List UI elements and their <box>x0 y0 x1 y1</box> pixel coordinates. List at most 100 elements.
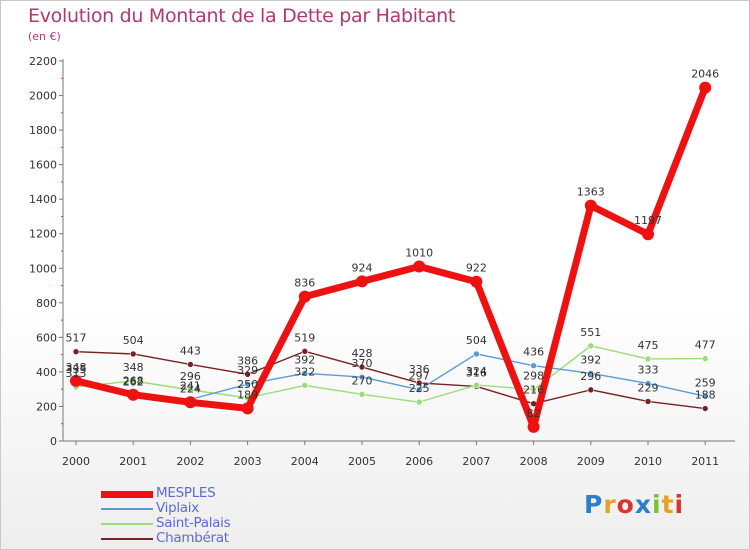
legend-label: Viplaix <box>156 500 199 516</box>
data-label: 836 <box>294 277 315 290</box>
data-point <box>701 392 709 400</box>
data-label: 386 <box>237 354 258 367</box>
data-label: 241 <box>180 379 201 392</box>
data-label: 443 <box>180 344 201 357</box>
chart-subtitle: (en €) <box>28 30 61 43</box>
x-tick-label: 2002 <box>176 455 204 468</box>
data-point <box>701 405 709 412</box>
x-tick-label: 2006 <box>405 455 433 468</box>
logo-letter: P <box>584 490 604 519</box>
data-label: 370 <box>352 357 373 370</box>
series-line-mesples <box>72 84 709 431</box>
data-label: 477 <box>695 339 716 352</box>
y-tick-label: 1400 <box>29 193 57 206</box>
data-label: 519 <box>294 331 315 344</box>
data-label: 348 <box>123 361 144 374</box>
data-point <box>587 369 595 377</box>
logo-letter: o <box>616 490 635 519</box>
legend-label: MESPLES <box>156 485 216 501</box>
data-label: 329 <box>237 364 258 377</box>
data-point <box>70 374 82 387</box>
data-point <box>699 81 712 94</box>
data-point <box>187 386 194 394</box>
data-label: 270 <box>352 374 373 387</box>
data-label: 335 <box>66 363 87 376</box>
legend-item: MESPLES <box>101 485 361 501</box>
legend-item: Chambérat <box>101 530 361 546</box>
x-tick-label: 2009 <box>577 455 605 468</box>
data-label: 250 <box>237 378 258 391</box>
logo-letter: x <box>634 490 652 519</box>
data-point <box>415 386 423 394</box>
y-tick-label: 1600 <box>29 159 57 172</box>
data-point <box>127 388 140 401</box>
data-label: 504 <box>123 334 144 347</box>
data-point <box>527 420 540 433</box>
data-point <box>358 391 366 398</box>
data-point <box>415 379 423 387</box>
y-tick-label: 1000 <box>29 262 57 275</box>
data-point <box>129 377 137 385</box>
legend-swatch <box>101 508 153 510</box>
data-point <box>301 348 309 355</box>
data-label: 225 <box>409 382 430 395</box>
logo-letter: t <box>661 490 675 519</box>
series-line-saint-palais <box>75 345 706 403</box>
data-point <box>587 386 595 394</box>
data-label: 1197 <box>634 214 662 227</box>
x-tick-label: 2008 <box>520 455 548 468</box>
logo-letter: r <box>603 490 617 519</box>
y-tick-label: 800 <box>36 297 57 310</box>
legend-item: Viplaix <box>101 500 361 516</box>
data-label: 296 <box>580 370 601 383</box>
data-label: 475 <box>638 339 659 352</box>
legend-label: Chambérat <box>156 530 229 546</box>
data-label: 296 <box>180 370 201 383</box>
data-point <box>358 363 366 371</box>
data-label: 551 <box>580 326 601 339</box>
legend-swatch <box>101 523 153 525</box>
data-point <box>356 275 368 288</box>
x-tick-label: 2000 <box>62 455 90 468</box>
x-tick-label: 2005 <box>348 455 376 468</box>
data-label: 82 <box>527 407 541 420</box>
data-point <box>415 398 423 406</box>
data-point <box>584 199 597 212</box>
x-tick-label: 2004 <box>291 455 319 468</box>
data-label: 316 <box>466 366 487 379</box>
data-label: 268 <box>123 375 144 388</box>
legend: MESPLES Viplaix Saint-Palais Chambérat <box>101 485 361 546</box>
series-line-chamb-rat <box>75 350 706 410</box>
data-point <box>530 386 537 393</box>
data-point <box>701 355 709 362</box>
x-tick-label: 2011 <box>691 455 719 468</box>
data-point <box>644 355 652 363</box>
x-tick-label: 2001 <box>119 455 147 468</box>
data-label: 333 <box>638 363 659 376</box>
data-point <box>473 350 480 358</box>
data-label: 428 <box>352 347 373 360</box>
y-tick-label: 1800 <box>29 124 57 137</box>
data-point <box>72 348 80 356</box>
data-point <box>470 275 483 288</box>
data-label: 324 <box>466 365 487 378</box>
data-point <box>129 350 137 358</box>
data-label: 297 <box>409 370 430 383</box>
y-tick-label: 200 <box>36 400 57 413</box>
x-tick-label: 2010 <box>634 455 662 468</box>
proxiti-logo: Proxiti <box>584 490 684 519</box>
data-label: 1363 <box>577 186 605 199</box>
data-label: 188 <box>695 389 716 402</box>
data-label: 336 <box>409 363 430 376</box>
data-point <box>473 381 480 389</box>
data-label: 504 <box>466 334 487 347</box>
data-point <box>644 380 652 387</box>
data-point <box>184 396 197 409</box>
data-point <box>244 380 251 388</box>
data-label: 322 <box>294 365 315 378</box>
data-point <box>301 382 309 389</box>
y-tick-label: 2000 <box>29 90 57 103</box>
data-point <box>187 361 194 368</box>
data-label: 436 <box>523 346 544 359</box>
